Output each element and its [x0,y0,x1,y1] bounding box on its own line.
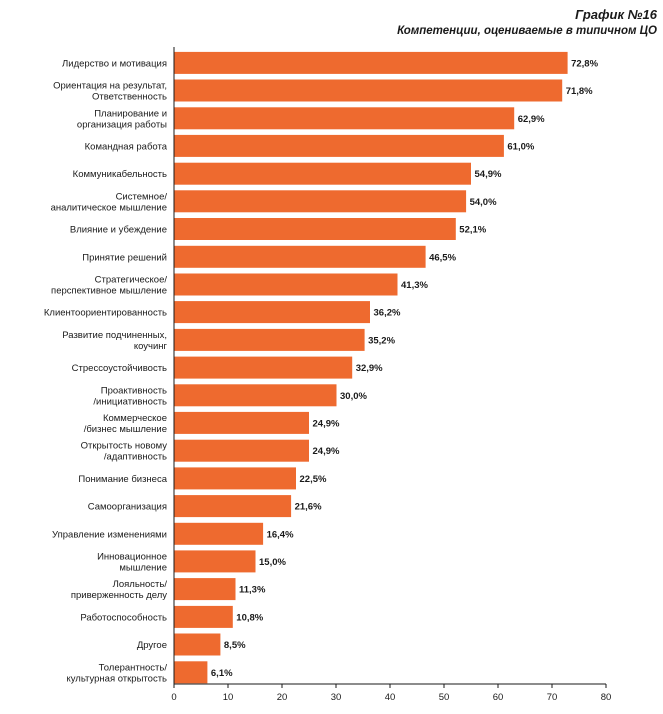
bar-value-label: 6,1% [211,668,233,679]
category-label: Коммерческое/бизнес мышление [84,413,167,435]
category-label: Ориентация на результат, Ответственность [53,81,167,103]
bar-value-label: 72,8% [571,58,598,69]
category-label: Лидерство и мотивация [62,58,167,69]
bar-value-label: 32,9% [356,363,383,374]
category-label: Работоспособность [80,612,167,623]
bar [174,550,256,573]
bar [174,328,365,351]
bar [174,107,515,130]
bar [174,661,208,684]
bar-value-label: 71,8% [566,86,593,97]
category-label: Самоорганизация [88,502,167,513]
x-tick-label: 50 [439,692,450,703]
category-label: Толерантность/культурная открытость [66,662,167,684]
bar-value-label: 62,9% [518,114,545,125]
bar [174,467,296,490]
bar-value-label: 30,0% [340,391,367,402]
category-label: Клиентоориентированность [44,308,167,319]
category-label: Понимание бизнеса [78,474,167,485]
bar-value-label: 54,0% [470,197,497,208]
bar [174,245,426,268]
bar [174,633,221,656]
bar [174,578,236,601]
bar-value-label: 46,5% [429,252,456,263]
bar-value-label: 35,2% [368,335,395,346]
bar [174,218,456,240]
x-tick-label: 60 [493,692,504,703]
bar [174,51,568,74]
bar [174,79,563,102]
bar-value-label: 10,8% [236,612,263,623]
bar [174,439,309,462]
bar-value-label: 8,5% [224,640,246,651]
bar-value-label: 54,9% [475,169,502,180]
bar-value-label: 61,0% [507,141,534,152]
bar [174,605,233,628]
bar [174,356,353,379]
category-label: Планирование и организация работы [77,108,167,130]
bar [174,522,264,545]
bar-value-label: 24,9% [313,418,340,429]
category-label: Стрессоустойчивость [72,363,167,374]
category-label: Открытость новому/адаптивность [81,441,168,463]
bar-value-label: 16,4% [267,529,294,540]
bar-value-label: 24,9% [313,446,340,457]
bar-value-label: 52,1% [459,225,486,236]
bar [174,134,504,157]
bar [174,190,467,213]
bar [174,162,471,185]
bar-value-label: 11,3% [239,585,266,596]
chart-header: График №16 Компетенции, оцениваемые в ти… [397,6,657,39]
category-label: Командная работа [85,141,168,152]
category-label: Управление изменениями [52,529,167,540]
category-label: Инновационное мышление [97,551,167,573]
category-label: Развитие подчиненных, коучинг [62,330,167,352]
bar-value-label: 22,5% [300,474,327,485]
bar [174,273,398,296]
bar [174,411,309,434]
bar-value-label: 41,3% [401,280,428,291]
bar [174,301,370,324]
x-tick-label: 10 [223,692,234,703]
chart-title: График №16 [575,7,657,22]
bar [174,384,337,407]
x-tick-label: 30 [331,692,342,703]
chart-subtitle: Компетенции, оцениваемые в типичном ЦО [397,25,657,37]
bar-value-label: 21,6% [295,502,322,513]
category-label: Стратегическое/перспективное мышление [51,275,167,297]
category-label: Проактивность/инициативность [93,385,167,407]
x-tick-label: 0 [171,692,176,703]
x-tick-label: 40 [385,692,396,703]
category-label: Другое [137,640,167,651]
x-tick-label: 20 [277,692,288,703]
bar [174,495,292,518]
category-label: Лояльность/приверженность делу [71,579,168,601]
bar-value-label: 36,2% [374,308,401,319]
x-tick-label: 80 [601,692,612,703]
category-label: Коммуникабельность [73,169,167,180]
category-label: Системное/аналитическое мышление [51,191,168,213]
category-label: Влияние и убеждение [70,225,167,236]
category-label: Принятие решений [82,252,167,263]
bar-value-label: 15,0% [259,557,286,568]
x-tick-label: 70 [547,692,558,703]
